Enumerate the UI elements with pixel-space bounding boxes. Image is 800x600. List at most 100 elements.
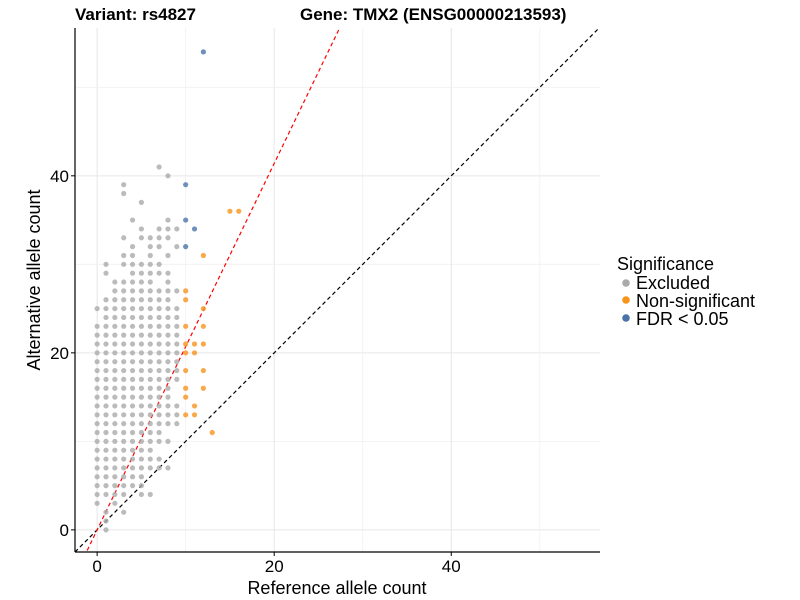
point-excluded: [94, 421, 100, 427]
point-excluded: [103, 350, 109, 356]
point-excluded: [138, 385, 144, 391]
point-excluded: [147, 447, 153, 453]
point-excluded: [147, 350, 153, 356]
point-excluded: [121, 261, 127, 267]
point-excluded: [156, 367, 162, 374]
point-excluded: [156, 438, 162, 444]
legend-label-non-significant: Non-significant: [636, 291, 755, 311]
point-excluded: [138, 350, 144, 356]
point-excluded: [121, 288, 127, 294]
point-excluded: [121, 190, 127, 197]
point-excluded: [156, 244, 162, 250]
point-excluded: [138, 491, 144, 498]
point-excluded: [147, 438, 153, 444]
point-excluded: [165, 252, 171, 259]
point-excluded: [156, 270, 162, 276]
point-excluded: [103, 491, 109, 498]
point-fdr-0-05: [191, 226, 198, 232]
point-excluded: [174, 244, 180, 250]
point-non-significant: [183, 394, 189, 400]
point-excluded: [103, 394, 109, 400]
reference-line-fitted: [85, 28, 341, 552]
point-excluded: [121, 509, 127, 515]
point-excluded: [121, 235, 127, 241]
point-non-significant: [200, 367, 206, 374]
point-excluded: [147, 367, 153, 374]
point-excluded: [103, 376, 109, 382]
point-excluded: [165, 376, 171, 382]
point-fdr-0-05: [183, 244, 189, 250]
y-tick-label: 20: [50, 344, 69, 363]
point-excluded: [165, 332, 171, 338]
legend-label-fdr: FDR < 0.05: [636, 309, 729, 329]
point-fdr-0-05: [183, 217, 189, 223]
point-excluded: [121, 279, 127, 285]
point-non-significant: [191, 403, 198, 409]
point-excluded: [121, 182, 127, 188]
point-excluded: [156, 465, 162, 471]
point-excluded: [138, 474, 144, 480]
legend: Significance Excluded Non-significant FD…: [617, 254, 755, 329]
point-excluded: [129, 252, 136, 259]
point-non-significant: [183, 412, 189, 418]
point-non-significant: [191, 412, 198, 418]
point-excluded: [156, 261, 162, 267]
point-excluded: [129, 350, 136, 356]
point-excluded: [174, 403, 180, 409]
point-excluded: [174, 323, 180, 329]
point-excluded: [174, 376, 180, 382]
point-excluded: [103, 447, 109, 453]
point-excluded: [103, 421, 109, 427]
point-excluded: [156, 350, 162, 356]
point-excluded: [174, 305, 180, 312]
point-excluded: [165, 279, 171, 285]
point-excluded: [94, 367, 100, 374]
axes: [74, 28, 600, 553]
y-tick-label: 0: [60, 521, 69, 540]
point-excluded: [94, 491, 100, 498]
point-excluded: [129, 367, 136, 374]
point-excluded: [138, 394, 144, 400]
point-excluded: [103, 341, 109, 347]
point-fdr-0-05: [183, 182, 189, 188]
point-excluded: [138, 305, 144, 312]
point-excluded: [165, 288, 171, 294]
point-excluded: [129, 465, 136, 471]
point-excluded: [121, 421, 127, 427]
point-excluded: [156, 297, 162, 303]
point-excluded: [165, 367, 171, 374]
point-excluded: [121, 385, 127, 391]
point-excluded: [129, 323, 136, 329]
point-excluded: [147, 288, 153, 294]
point-excluded: [147, 332, 153, 338]
point-excluded: [129, 279, 136, 285]
point-excluded: [165, 465, 171, 471]
point-excluded: [129, 474, 136, 480]
point-excluded: [129, 314, 136, 321]
point-excluded: [165, 350, 171, 356]
point-excluded: [165, 173, 171, 179]
point-excluded: [94, 332, 100, 338]
point-excluded: [174, 412, 180, 418]
point-excluded: [121, 483, 127, 489]
point-non-significant: [200, 341, 206, 347]
point-non-significant: [200, 252, 206, 259]
point-excluded: [147, 412, 153, 418]
point-excluded: [112, 341, 118, 347]
point-non-significant: [183, 385, 189, 391]
point-excluded: [94, 359, 100, 365]
point-excluded: [112, 403, 118, 409]
point-excluded: [94, 456, 100, 462]
point-excluded: [103, 465, 109, 471]
point-excluded: [156, 164, 162, 170]
point-excluded: [156, 394, 162, 400]
point-excluded: [103, 483, 109, 489]
point-excluded: [112, 412, 118, 418]
point-excluded: [112, 438, 118, 444]
point-excluded: [165, 385, 171, 391]
point-excluded: [147, 491, 153, 498]
point-excluded: [112, 447, 118, 453]
point-excluded: [121, 359, 127, 365]
point-excluded: [147, 252, 153, 259]
point-excluded: [103, 456, 109, 462]
